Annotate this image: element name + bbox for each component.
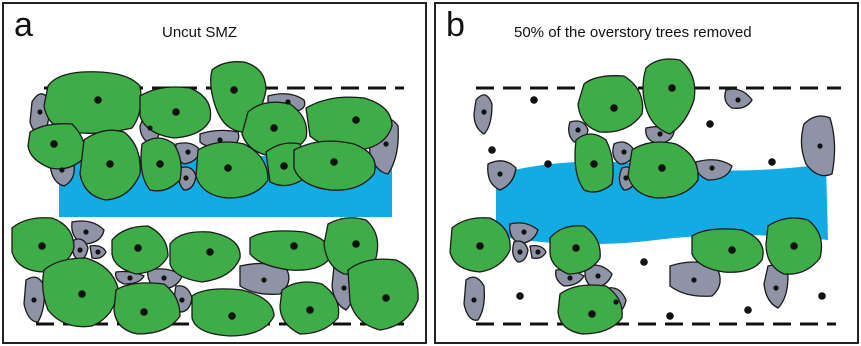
tree-trunk-dot [230,86,238,94]
tree-trunk-dot [50,140,58,148]
shrub-stem-dot [623,175,629,181]
tree-trunk-dot [790,242,798,250]
tree-trunk-dot [106,160,114,168]
shrub-stem-dot [147,125,153,131]
shrub-stem-dot [261,277,267,283]
stump-dot [706,120,714,128]
shrub-stem-dot [77,247,83,253]
panel-b-diagram [449,58,841,335]
tree-crown [323,217,379,275]
tree-crown [113,282,181,335]
stump-dot [544,160,552,168]
tree-trunk-dot [270,124,278,132]
tree-trunk-dot [728,246,736,254]
tree-crown [557,284,623,335]
tree-trunk-dot [382,294,390,302]
shrub-stem-dot [217,137,223,143]
panel-b-letter: b [446,6,465,44]
panel-a-title: Uncut SMZ [162,24,238,41]
tree-trunk-dot [224,164,232,172]
shrub-stem-dot [95,249,101,255]
stump-dot [768,158,776,166]
shrub-stem-dot [657,131,663,137]
stump-dot [666,312,674,320]
tree-trunk-dot [658,164,666,172]
shrub-stem-dot [817,143,823,149]
shrub-stem-dot [497,171,503,177]
shrub-stem-dot [31,297,37,303]
panel-a-letter: a [14,6,33,44]
shrub-stem-dot [37,109,43,115]
stump-dot [744,306,752,314]
tree-trunk-dot [172,108,180,116]
stump-dot [818,292,826,300]
tree-trunk-dot [94,96,102,104]
shrub-stem-dot [621,149,627,155]
shrub-stem-dot [567,275,573,281]
shrub-stem-dot [83,229,89,235]
tree-trunk-dot [352,116,360,124]
tree-crown [169,231,241,283]
shrub-stem-dot [285,99,291,105]
shrub-stem-dot [521,229,527,235]
tree-trunk-dot [38,242,46,250]
tree-trunk-dot [590,160,598,168]
tree-trunk-dot [140,308,148,316]
panel-b-title: 50% of the overstory trees removed [514,24,752,41]
tree-trunk-dot [228,312,236,320]
shrub-stem-dot [595,273,601,279]
shrub-stem-dot [613,299,619,305]
shrub-stem-dot [179,297,185,303]
stump-dot [516,292,524,300]
tree-crown [195,141,269,199]
tree-trunk-dot [134,244,142,252]
panel-a-uncut-smz: a Uncut SMZ [2,2,427,344]
shrub-stem-dot [535,249,541,255]
shrub-stem-dot [161,275,167,281]
tree-trunk-dot [78,290,86,298]
tree-trunk-dot [352,240,360,248]
shrub-stem-dot [183,175,189,181]
shrub-stem-dot [127,275,133,281]
tree-trunk-dot [476,242,484,250]
tree-crown [577,75,644,133]
shrub-stem-dot [59,167,65,173]
shrub [473,94,493,135]
shrub-stem-dot [341,285,347,291]
tree-crown [642,58,696,135]
shrub-stem-dot [735,97,741,103]
tree-trunk-dot [572,244,580,252]
shrub-stem-dot [691,277,697,283]
shrub-stem-dot [575,127,581,133]
tree-trunk-dot [290,242,298,250]
shrub-stem-dot [383,141,389,147]
shrub-stem-dot [709,165,715,171]
tree-trunk-dot [610,104,618,112]
stump-dot [640,258,648,266]
panel-b-partial-harvest: b 50% of the overstory trees removed [434,2,859,344]
shrub-stem-dot [517,249,523,255]
tree-trunk-dot [206,248,214,256]
tree-trunk-dot [156,160,164,168]
tree-crown [691,228,764,273]
tree-trunk-dot [306,306,314,314]
panel-a-diagram [11,61,419,337]
shrub-stem-dot [773,285,779,291]
tree-crown [347,258,419,331]
tree-trunk-dot [588,310,596,318]
tree-trunk-dot [330,158,338,166]
tree-trunk-dot [280,162,288,170]
shrub-stem-dot [481,109,487,115]
stump-dot [488,146,496,154]
stump-dot [530,96,538,104]
shrub-stem-dot [471,297,477,303]
shrub-stem-dot [185,149,191,155]
tree-trunk-dot [668,84,676,92]
